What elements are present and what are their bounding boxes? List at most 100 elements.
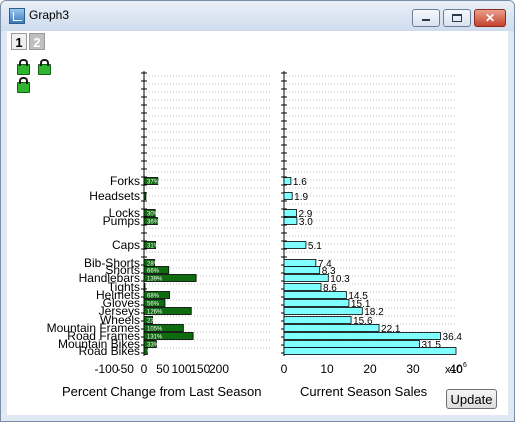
sales-bar (283, 217, 298, 225)
sales-axis-multiplier: x10 (445, 364, 463, 376)
sales-tick-label: 0 (281, 362, 288, 376)
sales-bar (283, 316, 352, 324)
sales-data-label: 2.9 (298, 209, 312, 220)
lock-icon[interactable] (17, 77, 30, 93)
percent-data-label: 56% (147, 302, 160, 308)
percent-bar (143, 217, 158, 225)
graph-page: 1 2 Forks Headsets Locks Pumps Caps Bib-Short… (7, 31, 508, 415)
percent-tick-label: 100 (171, 362, 191, 376)
percent-bar (143, 307, 192, 315)
category-label: Mountain Frames (47, 321, 140, 335)
sales-data-label: 8.3 (322, 266, 336, 277)
category-label: Tights (108, 280, 140, 294)
category-label: Forks (110, 174, 140, 188)
sales-data-label: 8.6 (323, 283, 337, 294)
sales-data-label: 1.9 (294, 192, 308, 203)
category-label: Bib-Shorts (84, 256, 140, 270)
percent-data-label: 31% (147, 244, 160, 250)
sales-data-label: 36.4 (443, 332, 463, 343)
update-button[interactable]: Update (446, 389, 497, 409)
sales-data-label: 15.1 (351, 299, 371, 310)
category-label: Locks (109, 206, 140, 220)
sales-bar (283, 259, 317, 267)
category-label: Gloves (103, 296, 140, 310)
percent-data-label: 23% (147, 319, 160, 325)
percent-bar (143, 274, 197, 282)
sales-data-label: 18.2 (364, 307, 384, 318)
percent-bar (143, 324, 184, 332)
sales-data-label: 10.3 (330, 274, 350, 285)
sales-tick-label: 30 (406, 362, 420, 376)
percent-bar (143, 177, 159, 185)
category-label: Caps (112, 238, 140, 252)
percent-tick-label: 200 (209, 362, 229, 376)
percent-bar (143, 316, 154, 324)
sales-data-label: 22.1 (381, 324, 401, 335)
category-label: Jerseys (99, 304, 140, 318)
category-label: Helmets (96, 288, 140, 302)
lock-icon[interactable] (17, 59, 30, 75)
sales-bar (283, 177, 292, 185)
sales-tick-label: 40 (449, 362, 463, 376)
category-label: Wheels (100, 313, 140, 327)
sales-bar (283, 192, 293, 200)
close-button[interactable]: ✕ (474, 9, 506, 27)
maximize-button[interactable] (443, 9, 471, 27)
minimize-button[interactable] (412, 9, 440, 27)
sales-bar (283, 324, 380, 332)
sales-tick-label: 20 (363, 362, 377, 376)
category-label: Handlebars (79, 271, 140, 285)
percent-bar (143, 283, 146, 291)
percent-bar (143, 209, 156, 217)
graph-app-icon (9, 8, 25, 24)
percent-data-label: 139% (147, 277, 163, 283)
sales-data-label: 31.5 (421, 340, 441, 351)
percent-bar (143, 266, 170, 274)
category-label: Pumps (103, 214, 140, 228)
category-label: Road Frames (67, 329, 140, 343)
percent-bar (143, 347, 148, 355)
lock-icon[interactable] (38, 59, 51, 75)
sales-bar (283, 340, 420, 348)
percent-data-label: 28% (147, 262, 160, 268)
sales-data-label: 1.6 (293, 177, 307, 188)
category-label: Mountain Bikes (58, 337, 140, 351)
sales-bar (283, 274, 329, 282)
sales-bar (283, 347, 457, 355)
sales-bar (283, 307, 363, 315)
layer-tab-1[interactable]: 1 (11, 33, 27, 50)
sales-data-label: 3.0 (299, 217, 313, 228)
sales-bar (283, 283, 322, 291)
title-bar[interactable]: Graph3 ✕ (1, 1, 514, 31)
sales-data-label: 14.5 (348, 291, 368, 302)
close-icon: ✕ (484, 11, 496, 25)
percent-tick-label: 0 (141, 362, 148, 376)
maximize-icon (452, 14, 462, 22)
percent-data-label: 126% (147, 310, 163, 316)
percent-data-label: 66% (147, 269, 160, 275)
sales-bar (283, 266, 321, 274)
sales-bar (283, 332, 441, 340)
sales-bar (283, 291, 347, 299)
percent-data-label: 33% (147, 343, 160, 349)
percent-data-label: 37% (147, 180, 160, 186)
percent-bar (143, 340, 157, 348)
percent-data-label: 68% (147, 294, 160, 300)
percent-bar (143, 241, 157, 249)
sales-data-label: 7.4 (318, 259, 332, 270)
sales-tick-label: 10 (320, 362, 334, 376)
window-title: Graph3 (29, 8, 70, 22)
category-label: Headsets (89, 189, 140, 203)
percent-data-label: 36% (147, 220, 160, 226)
percent-tick-label: -50 (117, 362, 135, 376)
percent-data-label: 131% (147, 335, 163, 341)
percent-bar (143, 192, 147, 200)
minimize-icon (422, 19, 430, 21)
percent-tick-label: 50 (156, 362, 170, 376)
sales-data-label: 15.6 (353, 316, 373, 327)
sales-axis-title: Current Season Sales (300, 384, 428, 399)
layer-tab-2[interactable]: 2 (29, 33, 45, 50)
percent-data-label: 30% (147, 212, 160, 218)
category-label: Road Bikes (79, 344, 140, 358)
